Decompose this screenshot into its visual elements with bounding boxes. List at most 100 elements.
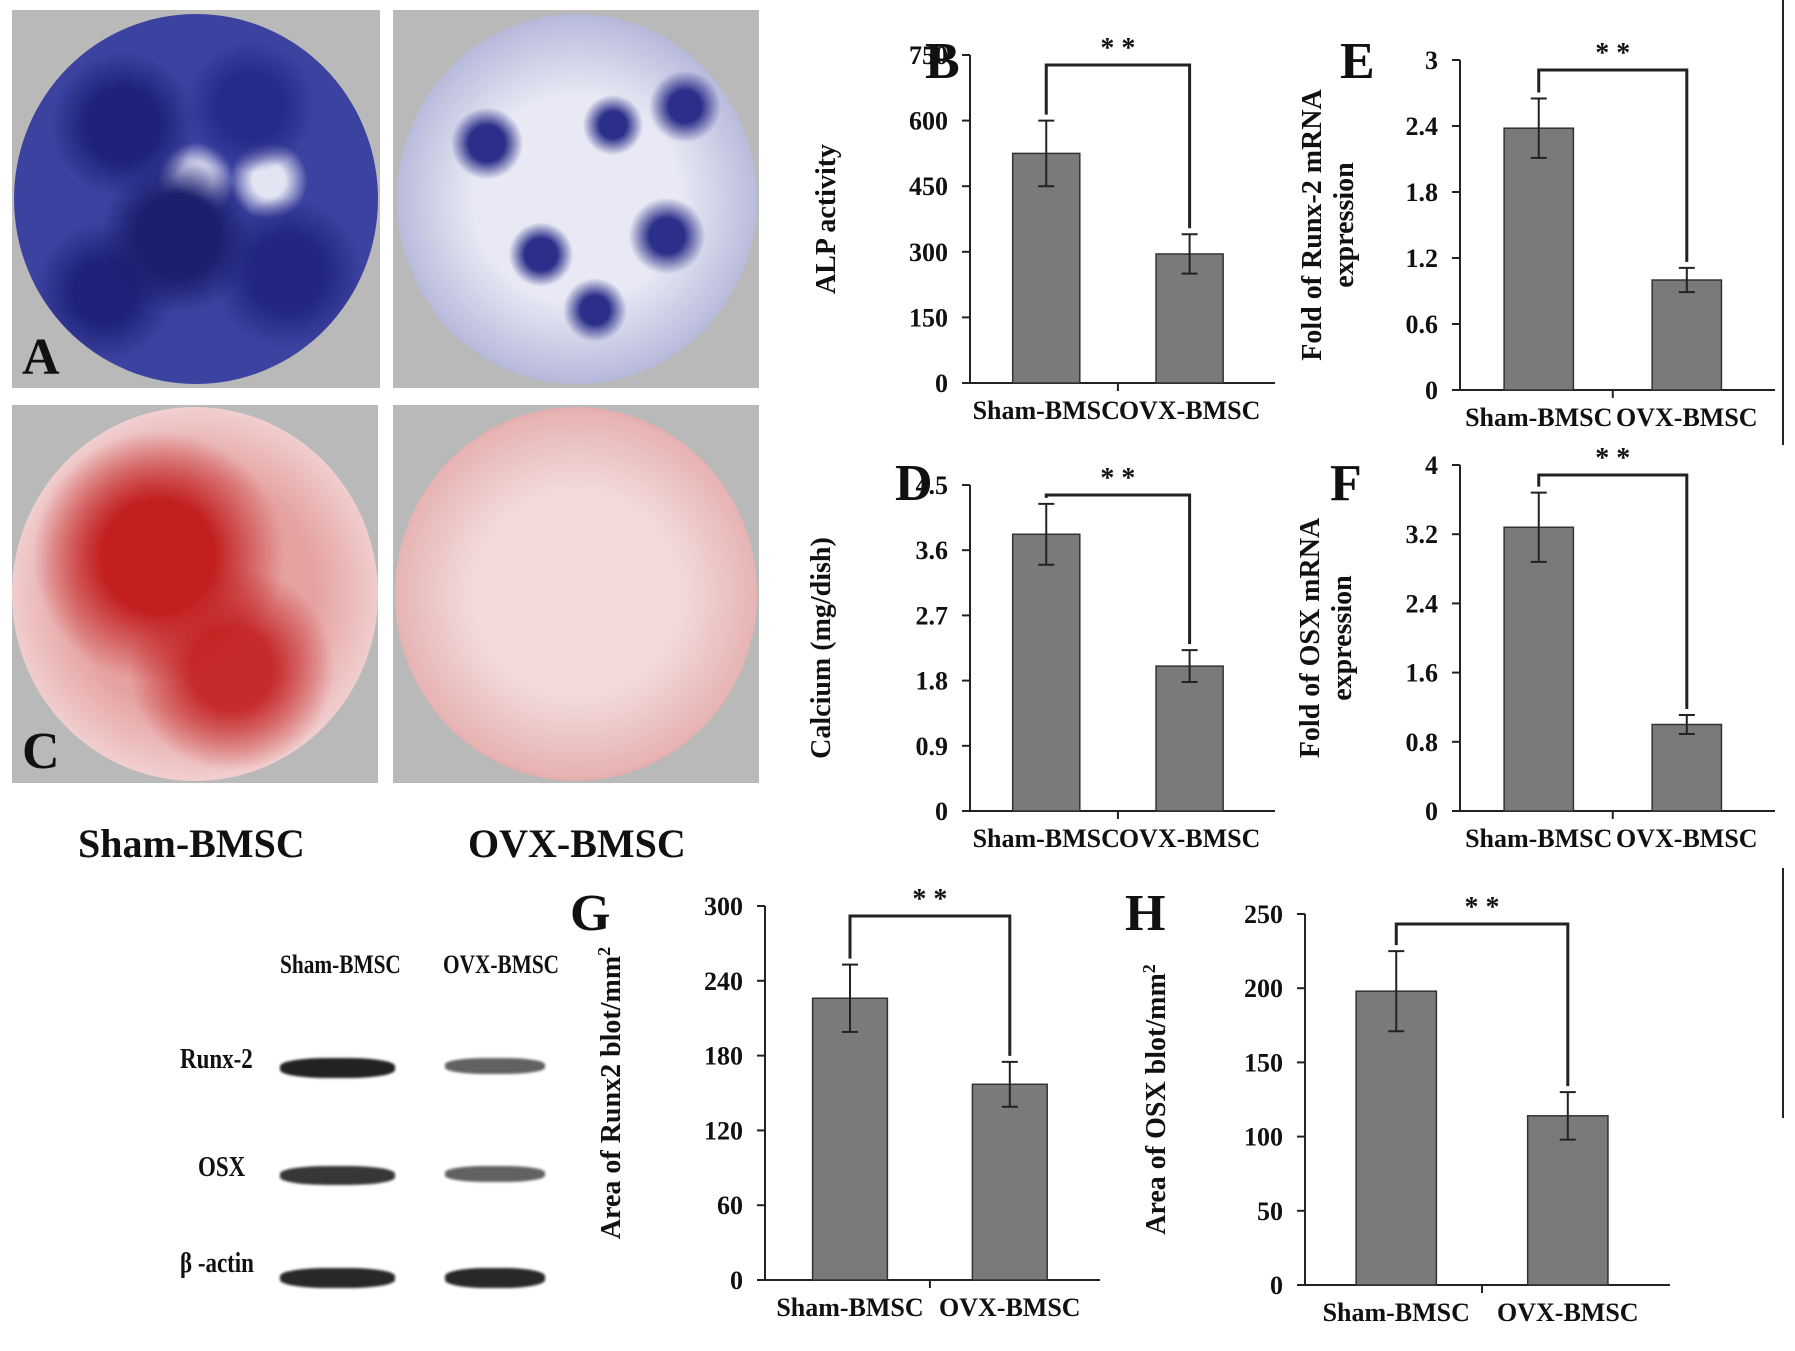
y-tick-label-d: 2.7 (916, 601, 949, 630)
y-tick-label-f: 1.6 (1406, 659, 1439, 688)
y-tick-label-g: 60 (717, 1191, 743, 1220)
panel-letter-a: A (22, 329, 60, 386)
significance-label-b: * * (1100, 33, 1135, 64)
frame-divider-top (1782, 0, 1784, 445)
significance-label-g: * * (912, 884, 947, 915)
bar-f-sham (1503, 526, 1575, 812)
y-tick-label-f: 2.4 (1406, 589, 1439, 618)
x-tick-label-e: OVX-BMSC (1616, 403, 1758, 432)
frame-divider-bottom (1782, 868, 1784, 1118)
y-tick-label-b: 450 (909, 172, 948, 201)
y-tick-label-h: 150 (1244, 1048, 1283, 1077)
y-axis-label-f: Fold of OSX mRNAexpression (1295, 517, 1358, 758)
bar-b-sham (1011, 152, 1081, 384)
x-tick-label-d: Sham-BMSC (973, 824, 1120, 853)
x-tick-label-h: OVX-BMSC (1497, 1298, 1639, 1327)
significance-bracket-h (1394, 922, 1570, 1087)
y-tick-label-d: 0.9 (916, 732, 949, 761)
y-axis-label-h: Area of OSX blot/mm2 (1139, 964, 1172, 1235)
significance-bracket-e (1537, 68, 1689, 262)
chart-f: F 0 0.8 1.6 2.4 3.2 4 Fold of OSX mRNAexpressio… (1285, 443, 1790, 865)
group-label-sham: Sham-BMSC (78, 821, 305, 866)
blot-lane-label-ovx: OVX-BMSC (443, 950, 560, 979)
blot-row-label-actin: β -actin (180, 1248, 254, 1279)
y-tick-label-g: 300 (704, 892, 743, 921)
significance-bracket-f (1537, 473, 1689, 709)
chart-h: H 0 50 100 150 200 250 Area of OSX blot/mm2 Sham… (1110, 870, 1670, 1340)
ars-stain-sham-photo (12, 405, 378, 783)
y-tick-label-f: 0 (1425, 797, 1438, 826)
significance-label-d: * * (1100, 463, 1135, 494)
y-tick-label-f: 4 (1425, 451, 1438, 480)
ars-stain-ovx-photo (393, 405, 759, 783)
significance-label-e: * * (1595, 38, 1630, 69)
x-tick-label-f: OVX-BMSC (1616, 824, 1758, 853)
alp-dish-ovx (397, 14, 757, 384)
y-tick-label-b: 300 (909, 238, 948, 267)
panel-letter-f: F (1330, 455, 1362, 512)
bar-h-sham (1355, 990, 1438, 1286)
x-tick-label-f: Sham-BMSC (1465, 824, 1612, 853)
x-tick-label-b: Sham-BMSC (973, 396, 1120, 425)
y-tick-label-e: 0 (1425, 376, 1438, 405)
bar-f-ovx (1651, 723, 1723, 812)
significance-bracket-g (848, 914, 1012, 1056)
y-tick-label-e: 0.6 (1406, 310, 1439, 339)
blot-band-osx-sham (280, 1166, 395, 1185)
x-tick-label-b: OVX-BMSC (1119, 396, 1261, 425)
blot-band-runx2-ovx (445, 1058, 545, 1074)
y-tick-label-f: 0.8 (1406, 728, 1439, 757)
x-tick-label-h: Sham-BMSC (1323, 1298, 1470, 1327)
bar-e-sham (1503, 127, 1575, 391)
y-tick-label-b: 0 (935, 369, 948, 398)
y-axis-label-g: Area of Runx2 blot/mm2 (594, 947, 627, 1239)
y-tick-label-b: 600 (909, 107, 948, 136)
alp-stain-ovx-photo (393, 10, 759, 388)
western-blot: Sham-BMSC OVX-BMSC Runx-2 OSX β -actin (180, 930, 610, 1310)
alp-dish-sham (14, 14, 378, 384)
y-tick-label-d: 1.8 (916, 667, 949, 696)
y-tick-label-g: 120 (704, 1116, 743, 1145)
y-axis-label-d: Calcium (mg/dish) (806, 537, 837, 759)
significance-bracket-d (1044, 493, 1192, 645)
panel-letter-d: D (895, 455, 933, 512)
panel-letter-c: C (22, 723, 60, 780)
ars-dish-ovx (395, 407, 757, 781)
x-tick-label-e: Sham-BMSC (1465, 403, 1612, 432)
y-tick-label-h: 0 (1270, 1271, 1283, 1300)
bar-b-ovx (1155, 253, 1224, 384)
y-tick-label-e: 1.2 (1406, 244, 1439, 273)
y-tick-label-d: 4.5 (916, 471, 949, 500)
y-tick-label-g: 240 (704, 967, 743, 996)
blot-band-actin-ovx (445, 1268, 545, 1288)
bar-d-ovx (1155, 665, 1224, 812)
alp-stain-sham-photo (12, 10, 380, 388)
y-tick-label-d: 0 (935, 797, 948, 826)
x-tick-label-g: Sham-BMSC (776, 1293, 923, 1322)
y-tick-label-g: 180 (704, 1042, 743, 1071)
chart-g: G 0 60 120 180 240 300 Area of Runx2 blot/mm2 Sh… (560, 870, 1105, 1340)
chart-b: B 0 150 300 450 600 750 ALP activity Sham-BMSC OV… (780, 18, 1285, 443)
blot-band-osx-ovx (445, 1166, 545, 1182)
bar-g-ovx (971, 1083, 1048, 1281)
panel-letter-h: H (1125, 885, 1165, 942)
significance-label-h: * * (1465, 892, 1500, 923)
y-tick-label-h: 200 (1244, 974, 1283, 1003)
y-tick-label-g: 0 (730, 1266, 743, 1295)
chart-d: D 0 0.9 1.8 2.7 3.6 4.5 Calcium (mg/dish) Sham-B… (780, 445, 1285, 865)
y-tick-label-h: 100 (1244, 1123, 1283, 1152)
chart-e: E 0 0.6 1.2 1.8 2.4 3 Fold of Runx-2 mRNAexpres… (1285, 18, 1790, 443)
y-axis-label-e: Fold of Runx-2 mRNAexpression (1297, 89, 1360, 361)
significance-bracket-b (1044, 63, 1192, 229)
y-tick-label-e: 3 (1425, 46, 1438, 75)
y-axis-label-b: ALP activity (811, 144, 842, 294)
blot-band-actin-sham (280, 1268, 395, 1288)
y-tick-label-h: 250 (1244, 900, 1283, 929)
group-label-ovx: OVX-BMSC (468, 821, 686, 866)
x-tick-label-g: OVX-BMSC (939, 1293, 1081, 1322)
bar-d-sham (1011, 533, 1081, 812)
blot-lane-label-sham: Sham-BMSC (280, 950, 401, 979)
y-tick-label-d: 3.6 (916, 536, 949, 565)
panel-letter-g: G (570, 885, 610, 942)
bar-g-sham (811, 997, 889, 1281)
